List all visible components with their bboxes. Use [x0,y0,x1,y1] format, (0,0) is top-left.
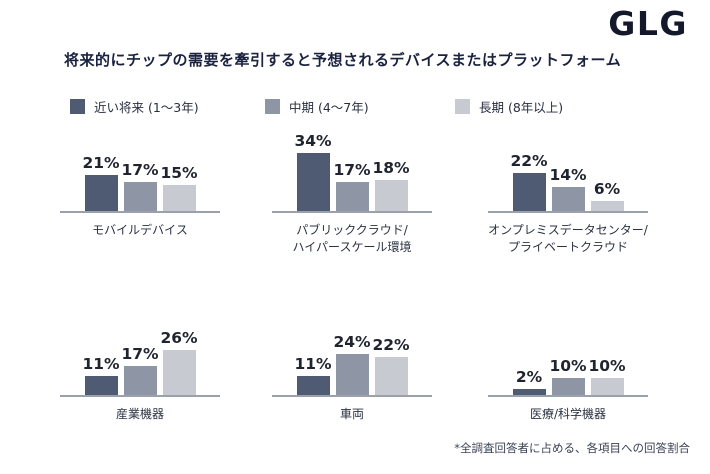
legend-label-mid-term: 中期 (4〜7年) [289,100,369,115]
chart-mobile-devices: 21% 17% 15% モバイルデバイス [60,126,220,239]
bar [335,182,369,211]
legend-swatch-mid-term [265,99,280,114]
bar-column: 2% [512,368,546,395]
value-label: 17% [121,345,159,363]
value-label: 15% [160,164,198,182]
value-label: 17% [121,161,159,179]
bar-column: 17% [121,161,159,211]
bar-column: 15% [160,164,198,211]
category-label: 医療/科学機器 [529,407,607,421]
bar-column: 24% [333,333,371,395]
value-label: 11% [82,355,120,373]
legend-label-near-term: 近い将来 (1〜3年) [94,100,199,115]
bar-column: 14% [549,166,587,211]
category-label: 産業機器 [115,407,165,421]
bar [551,187,585,211]
value-label: 11% [294,355,332,373]
category-label: モバイルデバイス [92,223,188,237]
value-label: 14% [549,166,587,184]
chart-industrial-equipment: 11% 17% 26% 産業機器 [60,310,220,423]
bar-column: 17% [121,345,159,395]
value-label: 18% [372,159,410,177]
legend-label-long-term: 長期 (8年以上) [479,100,564,115]
legend-item-mid-term: 中期 (4〜7年) [265,97,369,116]
bar-group: 11% 24% 22% [272,310,432,397]
category-label: パブリッククラウド/ハイパースケール環境 [292,223,412,254]
bar [296,153,330,211]
bar-column: 34% [294,132,332,211]
value-label: 2% [515,368,543,386]
bar [590,201,624,211]
legend-swatch-long-term [455,99,470,114]
bar-column: 22% [372,336,410,395]
bar-column: 10% [588,357,626,395]
value-label: 10% [549,357,587,375]
chart-medical-scientific-equipment: 2% 10% 10% 医療/科学機器 [488,310,648,423]
bar [296,376,330,395]
bar [123,182,157,211]
bar-column: 10% [549,357,587,395]
bar [512,173,546,211]
footnote: *全調査回答者に占める、各項目への回答割合 [454,441,690,455]
bar [123,366,157,395]
bar-group: 21% 17% 15% [60,126,220,213]
chart-public-cloud-hyperscale: 34% 17% 18% パブリッククラウド/ハイパースケール環境 [272,126,432,256]
bar [512,389,546,395]
legend-swatch-near-term [70,99,85,114]
value-label: 26% [160,329,198,347]
bar-column: 18% [372,159,410,211]
bar-column: 22% [510,152,548,211]
value-label: 10% [588,357,626,375]
bar [84,175,118,211]
value-label: 17% [333,161,371,179]
category-label: 車両 [339,407,365,421]
chart-onprem-datacenter-private-cloud: 22% 14% 6% オンプレミスデータセンター/プライベートクラウド [488,126,648,256]
value-label: 6% [593,180,621,198]
bar [162,185,196,211]
legend-item-near-term: 近い将来 (1〜3年) [70,97,199,116]
bar [374,180,408,211]
bar-group: 11% 17% 26% [60,310,220,397]
value-label: 21% [82,154,120,172]
bar-group: 34% 17% 18% [272,126,432,213]
bar-column: 11% [82,355,120,395]
bar-column: 17% [333,161,371,211]
bar [335,354,369,395]
bar [162,350,196,395]
bar-column: 6% [590,180,624,211]
legend-item-long-term: 長期 (8年以上) [455,97,563,116]
bar-group: 22% 14% 6% [488,126,648,213]
category-label: オンプレミスデータセンター/プライベートクラウド [488,223,648,254]
bar-column: 11% [294,355,332,395]
value-label: 24% [333,333,371,351]
bar-column: 21% [82,154,120,211]
bar [590,378,624,395]
glg-logo: GLG [608,4,688,43]
bar [374,357,408,395]
bar [84,376,118,395]
page-title: 将来的にチップの需要を牽引すると予想されるデバイスまたはプラットフォーム [64,51,622,69]
chart-vehicles: 11% 24% 22% 車両 [272,310,432,423]
value-label: 22% [510,152,548,170]
bar [551,378,585,395]
bar-column: 26% [160,329,198,395]
bar-group: 2% 10% 10% [488,310,648,397]
value-label: 22% [372,336,410,354]
value-label: 34% [294,132,332,150]
